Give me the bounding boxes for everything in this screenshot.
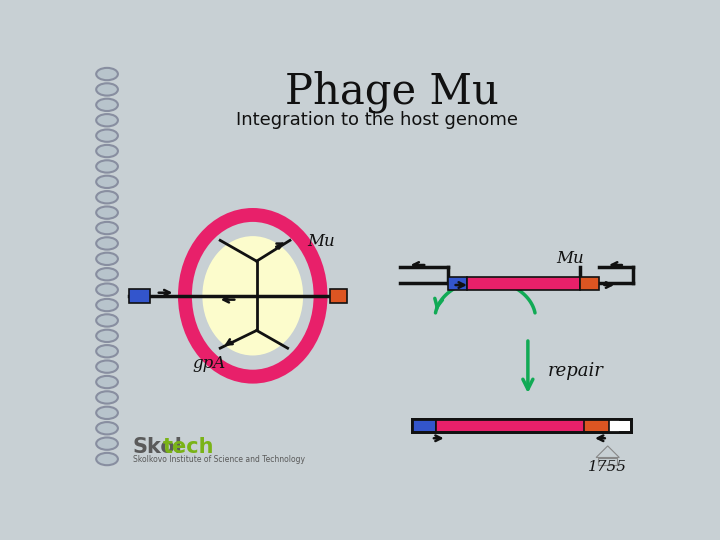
Ellipse shape [96, 68, 118, 80]
Ellipse shape [96, 83, 118, 96]
FancyBboxPatch shape [436, 419, 591, 432]
FancyBboxPatch shape [129, 289, 150, 303]
Ellipse shape [96, 206, 118, 219]
Ellipse shape [96, 176, 118, 188]
Ellipse shape [96, 453, 118, 465]
Text: tech: tech [163, 437, 215, 457]
FancyBboxPatch shape [591, 419, 618, 432]
Text: 1755: 1755 [588, 460, 627, 474]
Ellipse shape [96, 330, 118, 342]
FancyBboxPatch shape [412, 419, 436, 432]
FancyBboxPatch shape [448, 276, 467, 291]
Ellipse shape [96, 376, 118, 388]
Ellipse shape [96, 407, 118, 419]
Ellipse shape [202, 236, 303, 355]
FancyBboxPatch shape [467, 276, 580, 291]
Ellipse shape [96, 361, 118, 373]
Text: Skol: Skol [132, 437, 182, 457]
FancyBboxPatch shape [330, 289, 347, 303]
Text: Skolkovo Institute of Science and Technology: Skolkovo Institute of Science and Techno… [132, 455, 305, 464]
Ellipse shape [96, 145, 118, 157]
Ellipse shape [96, 345, 118, 357]
Ellipse shape [96, 299, 118, 311]
FancyBboxPatch shape [580, 276, 599, 291]
Ellipse shape [96, 314, 118, 327]
Text: Integration to the host genome: Integration to the host genome [235, 111, 518, 129]
Ellipse shape [96, 284, 118, 296]
Ellipse shape [96, 160, 118, 173]
Text: repair: repair [547, 362, 603, 380]
FancyBboxPatch shape [412, 419, 631, 432]
Ellipse shape [96, 392, 118, 403]
Ellipse shape [96, 99, 118, 111]
Ellipse shape [96, 268, 118, 280]
Ellipse shape [96, 253, 118, 265]
Ellipse shape [96, 422, 118, 434]
FancyBboxPatch shape [585, 419, 609, 432]
Ellipse shape [96, 222, 118, 234]
Ellipse shape [96, 437, 118, 450]
Text: Mu: Mu [557, 251, 585, 267]
Ellipse shape [96, 191, 118, 204]
Ellipse shape [96, 114, 118, 126]
Ellipse shape [96, 237, 118, 249]
Text: Phage Mu: Phage Mu [285, 71, 499, 113]
Ellipse shape [96, 130, 118, 142]
Text: Mu: Mu [307, 233, 335, 251]
Text: gpA: gpA [192, 355, 225, 372]
